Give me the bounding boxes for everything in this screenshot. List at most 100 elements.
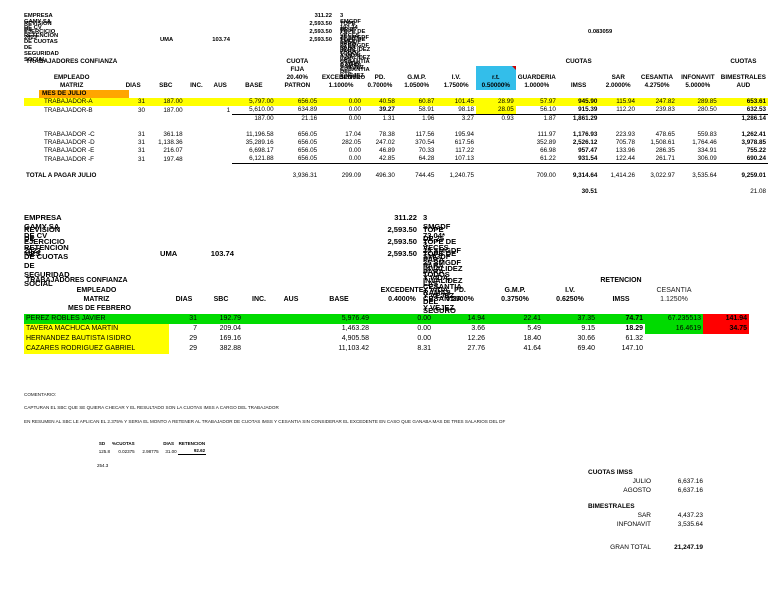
group-label: TRABAJADORES CONFIANZA: [26, 58, 118, 65]
value-cell: 334.91: [697, 147, 717, 154]
row-label: TRABAJADOR -E: [44, 147, 95, 154]
row-trabajador-f: TRABAJADOR -F 31 197.48 6,121.88 656.05 0.00 4…: [24, 155, 768, 164]
value-cell: 382.88: [219, 345, 241, 352]
empty-cell: [119, 115, 147, 124]
row-label: TAVERA MACHUCA MARTIN: [24, 324, 169, 334]
value-cell: 306.09: [676, 155, 719, 164]
empty-cell: [276, 164, 319, 173]
empty-cell: [185, 164, 209, 173]
value-cell: 61.32: [625, 335, 643, 342]
retention-check-table: SD %CUOTAS DIAS RETENCION 125.8 0.02375 2.9877…: [93, 440, 207, 455]
value-cell: 11,196.58: [246, 131, 274, 138]
value-cell: 478.65: [655, 131, 675, 138]
empty-cell: [558, 164, 600, 173]
empty-cell: [319, 164, 363, 173]
empty-cell: [232, 164, 276, 173]
commentary-block: COMENTARIO: CAPTURAN EL SBC QUE SE QUIER…: [24, 392, 505, 424]
empty-cell: [487, 276, 543, 286]
summary-value: 4,437.23: [677, 512, 703, 519]
empty-cell: [243, 314, 275, 324]
value-cell: 29: [189, 335, 197, 342]
value-cell: 98.18: [436, 106, 476, 115]
empty-cell: [319, 180, 363, 188]
section-label-row: MES DE FEBRERO: [24, 304, 749, 314]
empty-cell: [436, 180, 476, 188]
value-cell: 6,121.88: [232, 155, 276, 164]
summary-value: 6,637.16: [677, 487, 703, 494]
column-header: SD: [98, 441, 106, 446]
row-total-julio: TOTAL A PAGAR JULIO 3,936.31 299.09 496.30 7…: [24, 172, 768, 180]
tope-amount: 2,593.50: [387, 249, 417, 258]
empty-cell: [119, 58, 147, 66]
value-cell: 2.98775: [142, 448, 159, 454]
empty-cell: [677, 180, 719, 188]
empty-cell: [147, 172, 185, 180]
uma-label: UMA: [160, 37, 174, 43]
column-header: [703, 286, 749, 304]
value-cell: 17.04: [345, 131, 362, 138]
cuotas-julio-table: TRABAJADORES CONFIANZA CUOTA CUOTAS CUOTAS E…: [24, 58, 768, 196]
value-cell: 78.38: [379, 131, 395, 138]
column-header: INC.: [252, 296, 266, 303]
value-cell: 1,861.29: [572, 115, 598, 122]
value-cell: 31.00: [165, 448, 177, 454]
month-section-label: MES DE JULIO: [39, 90, 129, 98]
value-cell: 111.97: [537, 131, 556, 138]
empty-cell: [436, 188, 476, 196]
value-cell: 67.235513: [667, 315, 701, 322]
empty-cell: [199, 276, 243, 286]
empty-cell: [208, 147, 232, 155]
tope-note: TOPE DE 25 SMGDF PARA INVALIDEZ Y VIDA, …: [423, 249, 463, 312]
value-cell: 931.54: [557, 155, 600, 164]
empty-cell: [232, 188, 276, 196]
column-header: PD. 0.7000%: [367, 74, 393, 89]
exercise-year: EJERCICIO 2023: [24, 237, 65, 255]
value-cell: 117.22: [455, 147, 474, 154]
value-cell: 1,176.93: [572, 131, 598, 138]
value-cell: 299.09: [341, 172, 362, 179]
value-cell: 9,314.64: [572, 172, 598, 179]
empty-cell: [516, 164, 558, 173]
empty-cell: [185, 180, 209, 188]
factor-value: 0.083059: [588, 29, 613, 35]
tope-amount: 2,593.50: [309, 29, 332, 35]
row-perez-robles-javier: PEREZ ROBLES JAVIER 31 192.79 5,976.49 0.00 1…: [24, 314, 749, 324]
value-cell: 744.45: [415, 172, 435, 179]
column-header: EMPLEADO MATRIZ: [53, 74, 90, 89]
empty-cell: [363, 188, 397, 196]
value-cell: 39.27: [363, 106, 397, 115]
value-cell: 31: [189, 315, 197, 322]
value-cell: 370.54: [415, 139, 435, 146]
value-cell: 22.41: [523, 315, 541, 322]
section-label-cell: MES DE JULIO: [24, 90, 768, 98]
company-name: EMPRESA GAMY SA DE CV: [24, 13, 53, 31]
column-header: AUS: [283, 296, 299, 303]
value-cell: 74.71: [625, 315, 643, 322]
column-header: EXCEDENTE 1.1000%: [321, 74, 361, 89]
grand-total-value: 21,247.19: [674, 544, 703, 551]
value-cell: 656.05: [297, 147, 318, 154]
column-header-row: SD %CUOTAS DIAS RETENCION: [93, 440, 206, 448]
empty-cell: [319, 123, 363, 131]
empty-cell: [119, 164, 147, 173]
empty-cell: [543, 276, 597, 286]
empty-cell: [119, 123, 147, 131]
empty-cell: [719, 123, 768, 131]
column-header: EMPLEADO MATRIZ: [76, 287, 117, 303]
row-trabajador-b: TRABAJADOR-B 30 187.00 1 5,610.00 634.89 0.00 3…: [24, 106, 768, 115]
value-cell: 496.30: [375, 172, 395, 179]
exercise-year: EJERCICIO 2023: [24, 29, 56, 41]
empty-cell: [208, 139, 232, 147]
row-cazares-rodriguez-gabriel: CAZARES RODRIGUEZ GABRIEL 29 382.88 11,103.…: [24, 344, 749, 354]
retencion-febrero-table: TRABAJADORES CONFIANZA RETENCION EMPLEADO M…: [24, 276, 749, 354]
retention-check-table-container: SD %CUOTAS DIAS RETENCION 125.8 0.02375 2.9877…: [93, 440, 207, 455]
group-label: CUOTAS: [730, 58, 757, 65]
empty-cell: [637, 188, 677, 196]
empty-cell: [476, 147, 516, 155]
value-cell: 6,698.17: [249, 147, 274, 154]
empty-cell: [208, 58, 232, 66]
empty-cell: [476, 58, 516, 66]
empty-cell: [185, 58, 209, 66]
value-cell: 42.85: [363, 155, 397, 164]
value-cell: 107.13: [436, 155, 476, 164]
